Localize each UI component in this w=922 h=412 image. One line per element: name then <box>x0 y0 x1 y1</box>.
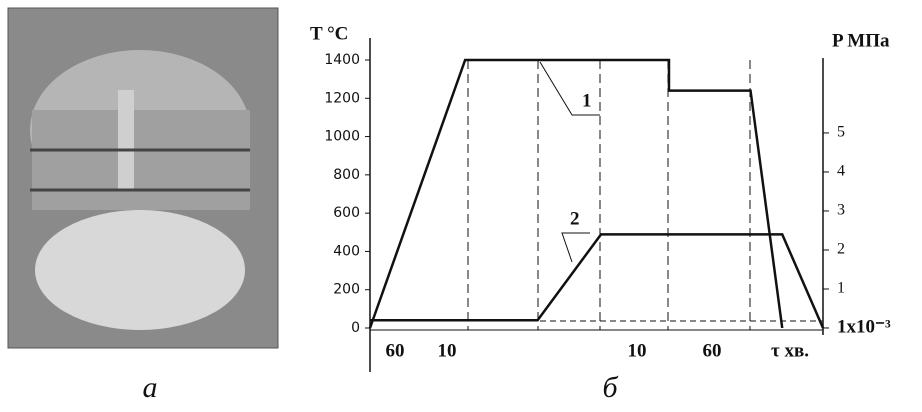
y2-tick-label: 4 <box>837 163 845 180</box>
panel-label: а <box>143 371 158 404</box>
segment-label: 10 <box>628 340 647 361</box>
y2-tick-label: 3 <box>837 202 845 219</box>
y2-axis-label: P МПа <box>832 30 890 51</box>
y2-tick-label: 5 <box>837 124 845 141</box>
line-series <box>370 234 823 328</box>
segment-label: 60 <box>703 340 722 361</box>
photo <box>8 8 278 348</box>
y-axis-label: T °C <box>310 23 348 44</box>
legend-label: 2 <box>570 208 580 229</box>
y-tick-label: 1200 <box>324 90 360 106</box>
y-tick-label: 600 <box>333 205 360 221</box>
figure: а б T °C P МПа 0 200 400 600 800 1000 1200 1400… <box>0 0 922 412</box>
segment-label: 60 <box>386 340 405 361</box>
y-tick-label: 1000 <box>324 129 360 145</box>
line-series <box>370 60 782 328</box>
y-tick-label: 400 <box>333 243 360 259</box>
segment-label: 10 <box>438 340 457 361</box>
panel-label: б <box>602 371 618 404</box>
y-tick-label: 1400 <box>324 52 360 68</box>
y2-tick-label: 1x10⁻³ <box>837 316 891 337</box>
y2-tick-label: 2 <box>837 241 845 258</box>
legend-label: 1 <box>582 90 592 111</box>
y2-tick-label: 1 <box>837 280 845 297</box>
segment-label: τ хв. <box>771 340 809 361</box>
y-tick-label: 0 <box>351 320 360 336</box>
leader <box>562 233 590 262</box>
y-tick-label: 800 <box>333 167 360 183</box>
y-tick-label: 200 <box>333 282 360 298</box>
